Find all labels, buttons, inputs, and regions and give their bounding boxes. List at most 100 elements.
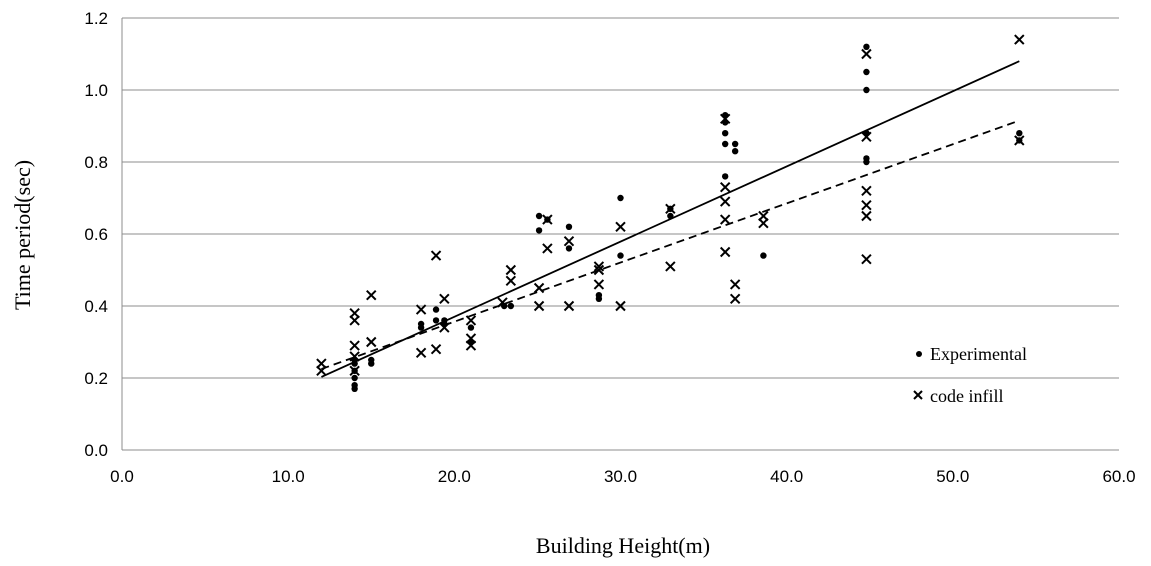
data-point-experimental-41 bbox=[863, 68, 870, 76]
data-point-experimental-31 bbox=[721, 130, 729, 137]
x-tick-label-0: 0.0 bbox=[110, 467, 134, 486]
data-point-experimental-25 bbox=[617, 252, 624, 259]
data-point-code-infill-50 bbox=[1014, 34, 1025, 45]
legend-label-experimental: Experimental bbox=[930, 344, 1027, 364]
data-point-experimental-34 bbox=[731, 148, 739, 155]
data-point-experimental-29 bbox=[721, 173, 729, 180]
data-point-experimental-18 bbox=[535, 227, 543, 234]
data-point-code-infill-39 bbox=[729, 293, 741, 305]
data-point-code-infill-1 bbox=[316, 358, 327, 369]
data-point-code-infill-30 bbox=[615, 300, 626, 312]
data-point-code-infill-45 bbox=[861, 199, 872, 211]
x-tick-label-5: 50.0 bbox=[936, 467, 969, 486]
data-point-code-infill-43 bbox=[861, 253, 872, 265]
data-point-code-infill-9 bbox=[415, 347, 427, 359]
data-point-experimental-24 bbox=[595, 292, 603, 299]
legend-marker-experimental bbox=[916, 351, 922, 357]
data-point-code-infill-13 bbox=[439, 322, 450, 333]
data-point-code-infill-35 bbox=[719, 214, 731, 225]
tick-label-layer: 0.0 10.0 20.0 30.0 40.0 50.0 60.0 0.0 0.2 0.4 0.6 0… bbox=[84, 9, 1135, 486]
x-tick-label-1: 10.0 bbox=[272, 467, 305, 486]
data-point-code-infill-34 bbox=[719, 246, 731, 258]
data-point-code-infill-28 bbox=[593, 264, 605, 276]
data-point-code-infill-11 bbox=[430, 343, 442, 355]
data-point-experimental-30 bbox=[721, 140, 729, 148]
legend-label-code-infill: code infill bbox=[930, 386, 1003, 406]
data-point-code-infill-37 bbox=[719, 181, 731, 193]
data-point-code-infill-23 bbox=[542, 243, 553, 254]
legend: Experimental code infill bbox=[913, 344, 1027, 406]
data-point-code-infill-47 bbox=[861, 131, 872, 143]
data-point-experimental-10 bbox=[432, 317, 440, 324]
data-point-code-infill-40 bbox=[729, 279, 741, 290]
x-tick-label-3: 30.0 bbox=[604, 467, 637, 486]
data-point-code-infill-48 bbox=[861, 48, 872, 60]
data-point-code-infill-25 bbox=[563, 300, 575, 312]
data-point-experimental-21 bbox=[565, 245, 573, 252]
data-point-experimental-2 bbox=[351, 374, 358, 382]
data-point-code-infill-22 bbox=[533, 282, 545, 294]
data-point-experimental-7 bbox=[368, 356, 375, 364]
data-point-code-infill-18 bbox=[497, 297, 508, 308]
data-point-code-infill-27 bbox=[593, 279, 605, 290]
data-point-experimental-19 bbox=[535, 212, 543, 220]
data-point-code-infill-3 bbox=[349, 351, 360, 362]
y-tick-label-2: 0.4 bbox=[84, 297, 108, 316]
data-point-code-infill-31 bbox=[615, 221, 626, 233]
data-point-experimental-35 bbox=[731, 140, 739, 148]
y-tick-label-5: 1.0 bbox=[84, 81, 108, 100]
y-tick-label-1: 0.2 bbox=[84, 369, 108, 388]
data-point-code-infill-6 bbox=[349, 307, 360, 319]
data-point-experimental-38 bbox=[863, 155, 870, 162]
legend-marker-code-infill bbox=[913, 390, 923, 400]
data-point-code-infill-32 bbox=[665, 261, 676, 272]
data-point-code-infill-21 bbox=[533, 300, 545, 312]
data-point-code-infill-4 bbox=[349, 340, 360, 351]
data-point-experimental-17 bbox=[507, 302, 515, 310]
data-point-experimental-13 bbox=[441, 317, 448, 324]
x-tick-label-4: 40.0 bbox=[770, 467, 803, 486]
y-axis-title: Time period(sec) bbox=[10, 160, 35, 310]
data-point-code-infill-46 bbox=[861, 185, 872, 197]
data-point-code-infill-8 bbox=[366, 289, 377, 301]
axis-layer bbox=[121, 18, 1119, 451]
trendline-code-infill bbox=[321, 119, 1020, 370]
data-point-code-infill-17 bbox=[465, 315, 477, 326]
data-point-experimental-11 bbox=[432, 306, 440, 313]
data-point-code-infill-36 bbox=[719, 196, 731, 207]
data-point-code-infill-33 bbox=[665, 203, 676, 215]
data-point-code-infill-44 bbox=[861, 210, 872, 222]
data-point-code-infill-24 bbox=[542, 214, 553, 225]
data-point-experimental-44 bbox=[1016, 130, 1023, 137]
data-point-code-infill-20 bbox=[505, 264, 517, 276]
data-point-code-infill-16 bbox=[465, 333, 477, 344]
data-point-experimental-27 bbox=[667, 212, 674, 220]
data-point-code-infill-42 bbox=[758, 210, 769, 222]
y-tick-label-6: 1.2 bbox=[84, 9, 108, 28]
data-point-code-infill-38 bbox=[719, 113, 731, 125]
data-point-experimental-40 bbox=[863, 86, 870, 94]
y-tick-label-0: 0.0 bbox=[84, 441, 108, 460]
y-tick-label-4: 0.8 bbox=[84, 153, 108, 172]
x-tick-label-2: 20.0 bbox=[438, 467, 471, 486]
y-tick-label-3: 0.6 bbox=[84, 225, 108, 244]
grid-layer bbox=[122, 17, 1119, 379]
x-tick-label-6: 60.0 bbox=[1102, 467, 1135, 486]
data-point-code-infill-49 bbox=[1014, 135, 1025, 146]
x-axis-title: Building Height(m) bbox=[536, 533, 710, 558]
data-point-layer bbox=[316, 34, 1025, 392]
data-point-experimental-9 bbox=[417, 320, 425, 328]
data-point-code-infill-2 bbox=[349, 365, 360, 377]
data-point-code-infill-7 bbox=[366, 336, 377, 348]
data-point-experimental-26 bbox=[617, 194, 624, 202]
data-point-experimental-36 bbox=[760, 252, 767, 259]
data-point-experimental-22 bbox=[565, 223, 573, 230]
data-point-experimental-42 bbox=[863, 43, 870, 50]
data-point-code-infill-10 bbox=[415, 304, 427, 315]
data-point-code-infill-26 bbox=[563, 235, 575, 247]
data-point-experimental-1 bbox=[351, 382, 358, 389]
data-point-code-infill-19 bbox=[505, 275, 517, 287]
data-point-code-infill-14 bbox=[439, 293, 450, 305]
